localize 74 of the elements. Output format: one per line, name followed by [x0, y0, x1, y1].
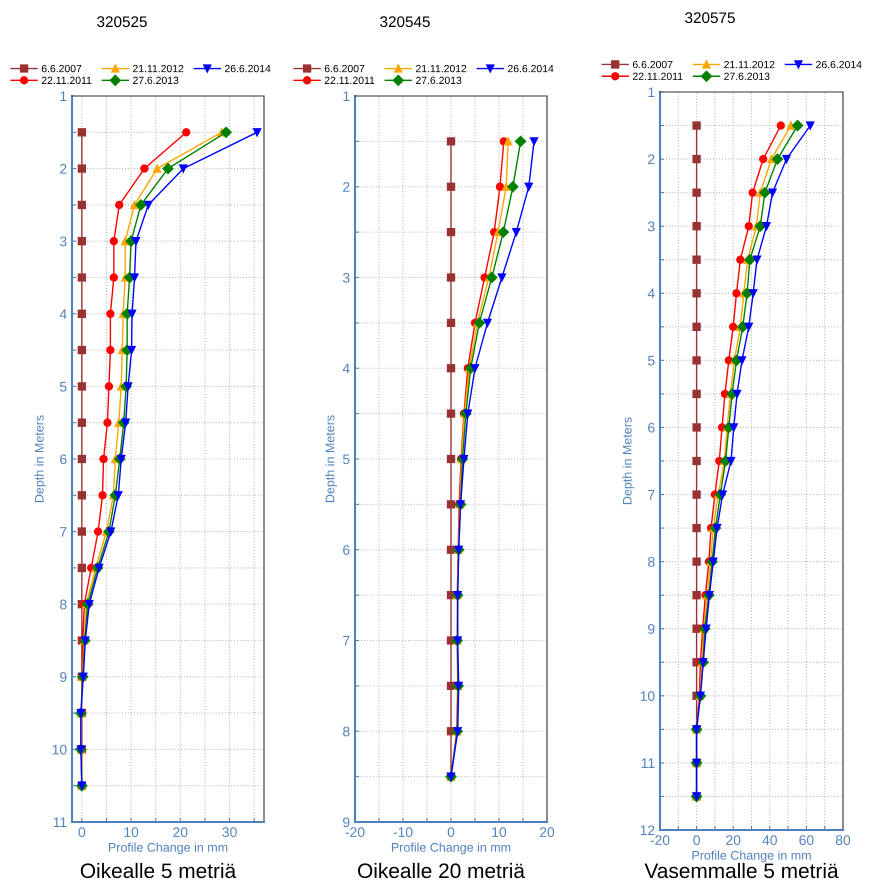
legend-label: 21.11.2012 — [724, 60, 774, 68]
chart-title: 320575 — [685, 12, 735, 24]
x-tick-label: 10 — [492, 827, 506, 838]
y-tick-label: 9 — [343, 817, 350, 828]
y-tick-label: 8 — [60, 600, 67, 610]
legend-label: 27.6.2013 — [133, 76, 178, 84]
y-tick-label: 1 — [60, 91, 66, 102]
y-tick-label: 1 — [343, 91, 350, 102]
y-tick-label: 5 — [60, 382, 67, 392]
text: Oikealle 20 metriä — [358, 862, 525, 878]
y-tick-label: 4 — [60, 309, 67, 319]
chart-title: 320525 — [97, 16, 147, 28]
y-tick-label: 7 — [343, 636, 350, 646]
x-tick-label: 20 — [726, 835, 740, 846]
y-axis-title: Depth in Meters — [622, 417, 634, 504]
legend-label: 6.6.2007 — [632, 60, 672, 68]
x-tick-label: -20 — [650, 835, 670, 846]
y-tick-label: 11 — [642, 758, 654, 768]
x-tick-label: 20 — [540, 827, 554, 838]
legend-label: 26.6.2014 — [508, 64, 554, 72]
y-tick-label: 4 — [342, 364, 350, 374]
x-axis-title: Profile Change in mm — [692, 850, 811, 862]
y-tick-label: 3 — [342, 272, 350, 283]
x-tick-label: 10 — [124, 827, 138, 838]
y-tick-label: 5 — [342, 454, 350, 464]
legend-label: 6.6.2007 — [42, 64, 82, 72]
text: Vasemmalle 5 metriä — [644, 862, 839, 878]
y-tick-label: 6 — [343, 545, 350, 555]
x-tick-label: 0 — [78, 827, 86, 838]
legend-label: 21.11.2012 — [416, 64, 466, 72]
legend-label: 22.11.2011 — [42, 76, 92, 84]
x-axis-title: Profile Change in mm — [108, 842, 228, 854]
legend-label: 21.11.2012 — [133, 64, 184, 72]
legend-label: 26.6.2014 — [224, 64, 270, 72]
chart-title: 320545 — [380, 16, 430, 28]
y-tick-label: 3 — [60, 236, 67, 246]
y-tick-label: 9 — [648, 624, 654, 634]
y-tick-label: 4 — [648, 288, 655, 298]
x-tick-label: 40 — [762, 835, 777, 846]
x-tick-label: 0 — [448, 827, 454, 838]
y-tick-label: 8 — [343, 726, 350, 736]
y-tick-label: 2 — [60, 164, 66, 174]
y-tick-label: 10 — [640, 691, 655, 701]
x-tick-label: 20 — [173, 827, 188, 838]
x-tick-label: 30 — [222, 827, 237, 838]
y-tick-label: 11 — [54, 817, 66, 828]
y-axis-title: Depth in Meters — [34, 415, 46, 502]
y-tick-label: 3 — [648, 222, 655, 232]
x-tick-label: -20 — [346, 827, 364, 838]
y-tick-label: 8 — [648, 556, 655, 567]
y-tick-label: 12 — [640, 825, 654, 836]
y-axis-title: Depth in Meters — [325, 415, 337, 502]
x-tick-label: 0 — [693, 835, 700, 846]
y-tick-label: 7 — [648, 490, 654, 500]
y-tick-label: 7 — [60, 527, 66, 537]
y-tick-label: 9 — [60, 672, 66, 682]
x-axis-title: Profile Change in mm — [392, 842, 510, 854]
legend-label: 22.11.2011 — [324, 76, 374, 84]
y-tick-label: 10 — [52, 744, 67, 755]
y-tick-label: 5 — [648, 356, 655, 366]
legend-label: 22.11.2011 — [632, 72, 682, 80]
y-tick-label: 6 — [60, 454, 67, 464]
y-tick-label: 6 — [648, 422, 655, 433]
x-tick-label: -10 — [394, 827, 412, 838]
y-tick-label: 1 — [648, 87, 654, 98]
legend-label: 6.6.2007 — [324, 64, 364, 72]
x-tick-label: 60 — [799, 835, 814, 846]
legend-label: 26.6.2014 — [816, 60, 862, 68]
y-tick-label: 2 — [343, 182, 350, 192]
y-tick-label: 2 — [648, 154, 654, 164]
legend-label: 27.6.2013 — [724, 72, 770, 80]
text: Oikealle 5 metriä — [80, 862, 236, 878]
x-tick-label: 80 — [836, 835, 850, 846]
legend-label: 27.6.2013 — [416, 76, 462, 84]
